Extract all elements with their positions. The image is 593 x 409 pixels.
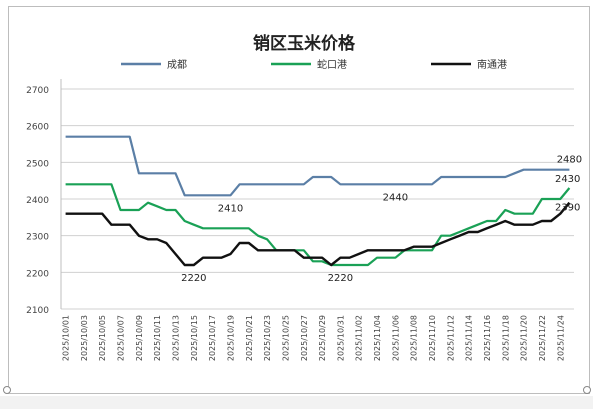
x-axis: 2025/10/01 2025/10/03 2025/10/05 2025/10/07… — [62, 315, 566, 361]
x-tick-label: 2025/10/03 — [80, 315, 89, 361]
data-label: 2220 — [328, 273, 353, 284]
x-tick-label: 2025/11/12 — [446, 315, 455, 361]
legend-label-2: 南通港 — [477, 58, 507, 71]
chart-frame: 销区玉米价格 成都 蛇口港 南通港 2100 2200 2300 2400 2500 2600… — [8, 6, 590, 394]
y-tick-label: 2600 — [26, 123, 49, 133]
y-tick-label: 2400 — [26, 196, 49, 206]
series-line-0 — [65, 135, 570, 197]
data-label: 2440 — [383, 192, 408, 203]
x-tick-label: 2025/10/19 — [226, 315, 235, 361]
data-label: 2430 — [555, 174, 580, 185]
y-tick-label: 2100 — [26, 306, 49, 316]
data-labels: 2410 2220 2220 2440 2480 2430 2390 — [181, 155, 582, 284]
y-tick-label: 2200 — [26, 269, 49, 279]
x-tick-label: 2025/10/11 — [153, 315, 162, 361]
x-tick-label: 2025/11/18 — [501, 315, 510, 361]
bottom-strip — [0, 396, 593, 409]
data-label: 2410 — [218, 203, 243, 214]
x-tick-label: 2025/10/21 — [245, 315, 254, 361]
data-label: 2390 — [555, 203, 580, 214]
x-tick-label: 2025/11/20 — [520, 315, 529, 361]
x-tick-label: 2025/10/25 — [281, 315, 290, 361]
y-tick-label: 2700 — [26, 86, 49, 96]
data-label: 2480 — [557, 155, 582, 166]
x-tick-label: 2025/11/06 — [391, 315, 400, 361]
series-line-1 — [65, 183, 571, 267]
y-tick-label: 2500 — [26, 159, 49, 169]
series-line-2 — [65, 201, 571, 267]
x-tick-label: 2025/10/13 — [172, 315, 181, 361]
chart-title: 销区玉米价格 — [253, 33, 356, 54]
x-tick-label: 2025/10/29 — [318, 315, 327, 361]
x-tick-label: 2025/11/10 — [428, 315, 437, 361]
x-tick-label: 2025/11/02 — [355, 315, 364, 361]
x-tick-label: 2025/10/31 — [336, 315, 345, 361]
x-tick-label: 2025/10/09 — [135, 315, 144, 361]
resize-handle-left[interactable] — [3, 386, 11, 394]
data-label: 2220 — [181, 273, 206, 284]
x-tick-label: 2025/10/05 — [98, 315, 107, 361]
legend-label-0: 成都 — [167, 59, 187, 71]
x-tick-label: 2025/11/24 — [556, 315, 565, 361]
x-tick-label: 2025/10/27 — [300, 315, 309, 361]
x-tick-label: 2025/11/04 — [373, 315, 382, 361]
line-chart: 销区玉米价格 成都 蛇口港 南通港 2100 2200 2300 2400 2500 2600… — [26, 33, 582, 361]
x-tick-label: 2025/10/15 — [190, 315, 199, 361]
gridlines — [61, 88, 574, 310]
x-tick-label: 2025/10/23 — [263, 315, 272, 361]
resize-handle-right[interactable] — [583, 386, 591, 394]
x-tick-label: 2025/10/17 — [208, 315, 217, 361]
x-tick-label: 2025/11/08 — [410, 315, 419, 361]
x-tick-label: 2025/10/01 — [62, 315, 71, 361]
legend: 成都 蛇口港 南通港 — [121, 58, 507, 71]
x-tick-label: 2025/11/22 — [538, 315, 547, 361]
x-tick-label: 2025/10/07 — [117, 315, 126, 361]
x-tick-label: 2025/11/14 — [465, 315, 474, 361]
x-tick-label: 2025/11/16 — [483, 315, 492, 361]
legend-label-1: 蛇口港 — [317, 58, 347, 71]
y-tick-label: 2300 — [26, 233, 49, 243]
plot-lines — [65, 135, 571, 267]
y-axis: 2100 2200 2300 2400 2500 2600 2700 — [26, 79, 62, 316]
